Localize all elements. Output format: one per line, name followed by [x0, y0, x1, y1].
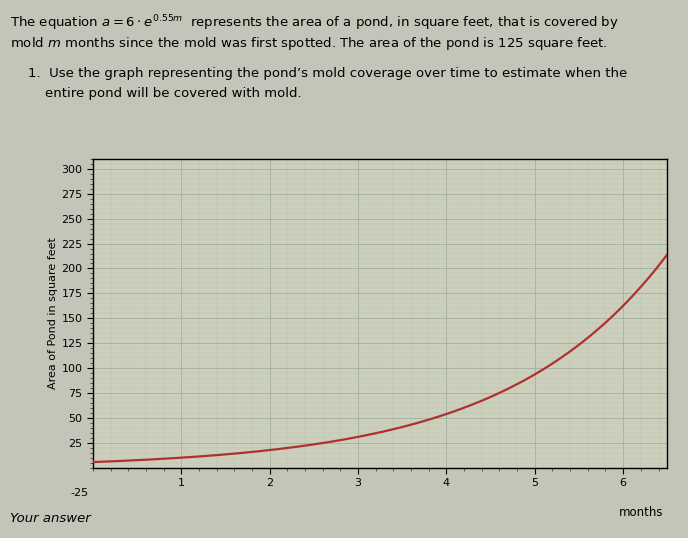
Text: mold $m$ months since the mold was first spotted. The area of the pond is 125 sq: mold $m$ months since the mold was first… [10, 35, 608, 52]
Text: The equation $a = 6 \cdot e^{0.55m}$  represents the area of a pond, in square f: The equation $a = 6 \cdot e^{0.55m}$ rep… [10, 13, 619, 33]
Text: months: months [619, 506, 663, 519]
Text: -25: -25 [70, 488, 89, 498]
Text: Your answer: Your answer [10, 512, 91, 525]
Y-axis label: Area of Pond in square feet: Area of Pond in square feet [48, 237, 58, 390]
Text: 1.  Use the graph representing the pond’s mold coverage over time to estimate wh: 1. Use the graph representing the pond’s… [28, 67, 627, 80]
Text: entire pond will be covered with mold.: entire pond will be covered with mold. [28, 87, 301, 100]
